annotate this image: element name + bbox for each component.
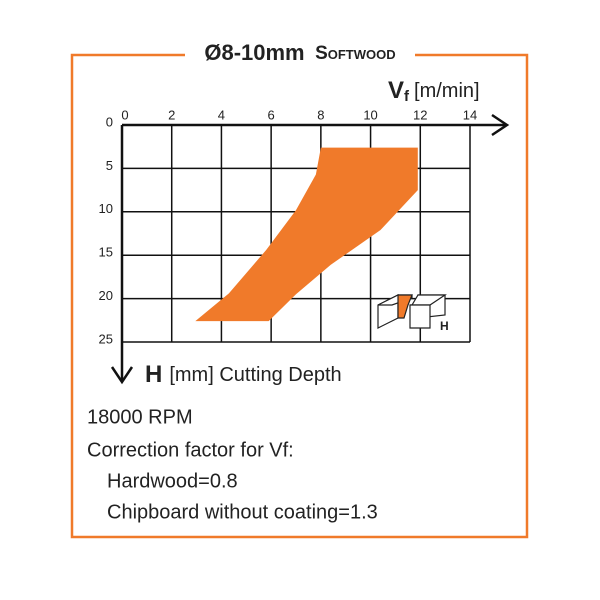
- x-axis-label: Vf [m/min]: [388, 77, 480, 105]
- x-label-sub: f: [404, 88, 410, 105]
- chart-title-group: Ø8-10mm Softwood: [204, 40, 395, 65]
- x-tick-label: 6: [268, 107, 275, 122]
- chart-subtitle: Softwood: [315, 43, 396, 64]
- y-label-text: [mm] Cutting Depth: [169, 364, 341, 386]
- icon: [377, 294, 447, 329]
- chart-title: Ø8-10mm: [204, 40, 304, 65]
- x-tick-label: 2: [168, 107, 175, 122]
- region: [195, 147, 418, 322]
- x-tick-label: 10: [363, 107, 377, 122]
- x-arrow: [491, 113, 510, 137]
- y-tick-label: 10: [99, 201, 113, 216]
- x-tick-label: 12: [413, 107, 427, 122]
- y-tick-label: 25: [99, 331, 113, 346]
- x-tick-label: 4: [218, 107, 225, 122]
- note: Chipboard without coating=1.3: [107, 501, 378, 523]
- y-arrow: [110, 366, 134, 385]
- y-axis-label: H [mm] Cutting Depth: [145, 361, 342, 388]
- y-tick-label: 0: [106, 114, 113, 129]
- y-tick-label: 20: [99, 288, 113, 303]
- icon-label: H: [440, 319, 449, 333]
- y-tick-label: 5: [106, 158, 113, 173]
- x-tick-label: 8: [317, 107, 324, 122]
- frame: [70, 53, 529, 539]
- note: 18000 RPM: [87, 406, 193, 428]
- axes: [110, 113, 510, 385]
- x-label-symbol: V: [388, 77, 404, 104]
- note: Hardwood=0.8: [107, 470, 238, 492]
- x-tick-label: 0: [121, 107, 128, 122]
- title-bg: [185, 40, 415, 68]
- y-tick-label: 15: [99, 245, 113, 260]
- note: Correction factor for Vf:: [87, 439, 294, 461]
- y-label-symbol: H: [145, 361, 162, 388]
- x-tick-label: 14: [463, 107, 477, 122]
- x-label-unit: [m/min]: [414, 80, 480, 102]
